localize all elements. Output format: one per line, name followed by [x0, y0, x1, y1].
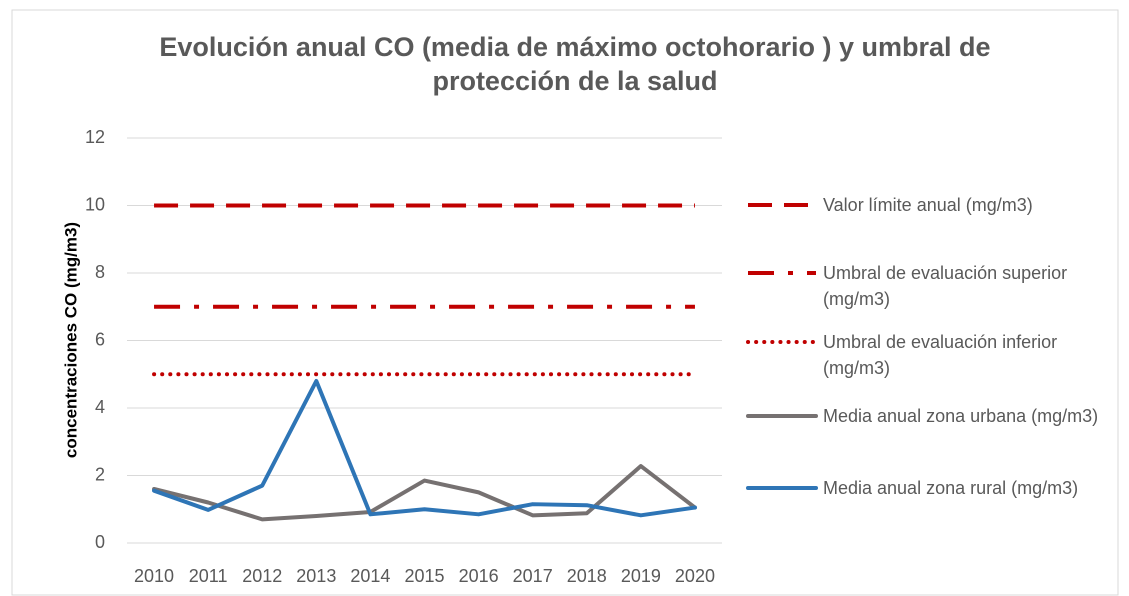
- legend-item: Umbral de evaluación superior (mg/m3): [745, 260, 1115, 312]
- legend-item: Umbral de evaluación inferior (mg/m3): [745, 329, 1115, 381]
- legend-label: Media anual zona rural (mg/m3): [823, 478, 1079, 498]
- y-tick-label: 4: [95, 397, 105, 417]
- legend-item: Media anual zona rural (mg/m3): [745, 475, 1115, 501]
- x-tick-label: 2018: [567, 566, 607, 586]
- x-tick-label: 2017: [513, 566, 553, 586]
- x-tick-label: 2016: [459, 566, 499, 586]
- chart-border: [11, 9, 1119, 596]
- y-tick-label: 6: [95, 329, 105, 349]
- y-axis-label: concentraciones CO (mg/m3): [61, 222, 80, 458]
- x-tick-label: 2011: [189, 566, 228, 586]
- y-tick-label: 8: [95, 262, 105, 282]
- series-line: [152, 379, 697, 518]
- legend-item: Valor límite anual (mg/m3): [745, 192, 1115, 218]
- legend-label: Valor límite anual (mg/m3): [823, 195, 1033, 215]
- x-tick-label: 2020: [675, 566, 715, 586]
- legend-swatch: [748, 271, 816, 275]
- chart-title: Evolución anual CO (media de máximo octo…: [159, 32, 991, 96]
- y-tick-label: 2: [95, 464, 105, 484]
- legend-swatch: [746, 414, 818, 418]
- y-tick-label: 0: [95, 532, 105, 552]
- y-tick-label: 12: [85, 127, 105, 147]
- x-tick-label: 2019: [621, 566, 661, 586]
- legend-label: Umbral de evaluación inferior (mg/m3): [823, 332, 1058, 378]
- x-tick-label: 2010: [134, 566, 174, 586]
- x-tick-label: 2013: [296, 566, 336, 586]
- x-tick-label: 2015: [404, 566, 444, 586]
- series-line: [152, 464, 697, 522]
- x-tick-label: 2012: [242, 566, 282, 586]
- y-tick-label: 10: [85, 194, 105, 214]
- legend-swatch: [746, 340, 818, 344]
- legend-swatch: [746, 486, 818, 490]
- legend-label: Umbral de evaluación superior (mg/m3): [823, 263, 1068, 309]
- legend-swatch: [748, 203, 816, 207]
- legend-item: Media anual zona urbana (mg/m3): [745, 403, 1115, 429]
- x-tick-label: 2014: [350, 566, 390, 586]
- legend-label: Media anual zona urbana (mg/m3): [823, 406, 1099, 426]
